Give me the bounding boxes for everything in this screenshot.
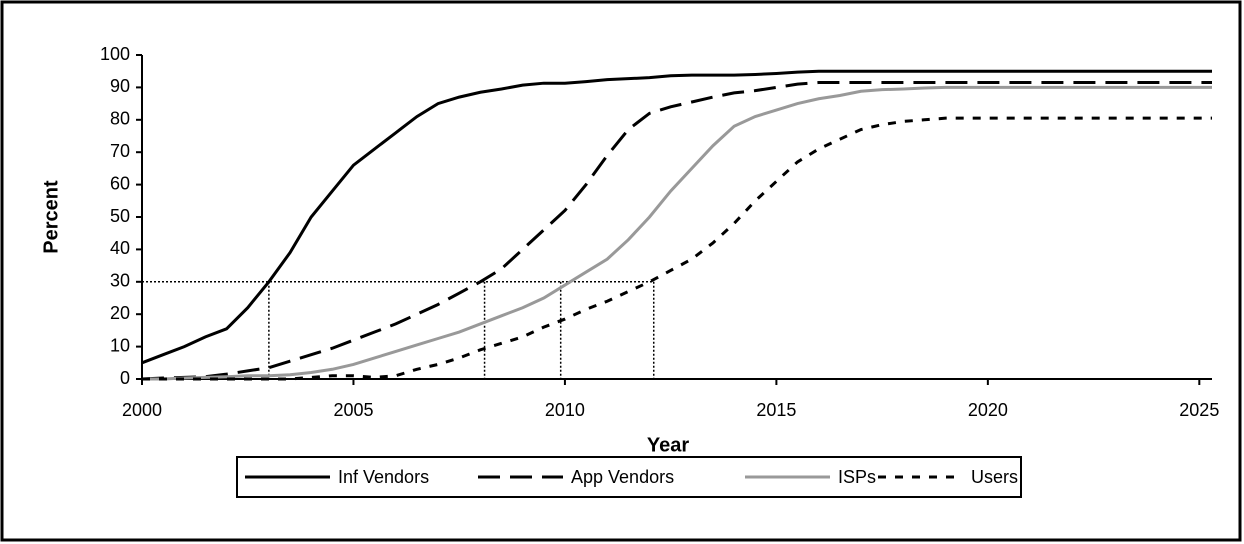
x-tick-label: 2015 (756, 400, 796, 420)
series-line (141, 81, 1212, 381)
x-tick-label: 2020 (968, 400, 1008, 420)
y-tick-label: 0 (120, 368, 130, 388)
legend-label: App Vendors (571, 467, 674, 487)
x-tick-label: 2010 (545, 400, 585, 420)
y-tick-label: 100 (100, 44, 130, 64)
y-axis-label: Percent (40, 180, 62, 254)
y-tick-label: 70 (110, 141, 130, 161)
legend-label: Users (971, 467, 1018, 487)
y-tick-label: 80 (110, 109, 130, 129)
y-tick-label: 20 (110, 303, 130, 323)
y-tick-label: 90 (110, 76, 130, 96)
y-tick-label: 30 (110, 271, 130, 291)
x-tick-label: 2005 (333, 400, 373, 420)
series-line (142, 85, 1212, 381)
series-line (141, 69, 1212, 365)
legend (236, 456, 1022, 498)
x-tick-label: 2025 (1179, 400, 1219, 420)
y-tick-label: 40 (110, 238, 130, 258)
legend-label: ISPs (838, 467, 876, 487)
x-axis-label: Year (647, 434, 689, 456)
y-tick-label: 50 (110, 206, 130, 226)
y-tick-label: 60 (110, 173, 130, 193)
y-tick-label: 10 (110, 335, 130, 355)
legend-label: Inf Vendors (338, 467, 429, 487)
series-line (142, 116, 1212, 381)
x-tick-label: 2000 (122, 400, 162, 420)
